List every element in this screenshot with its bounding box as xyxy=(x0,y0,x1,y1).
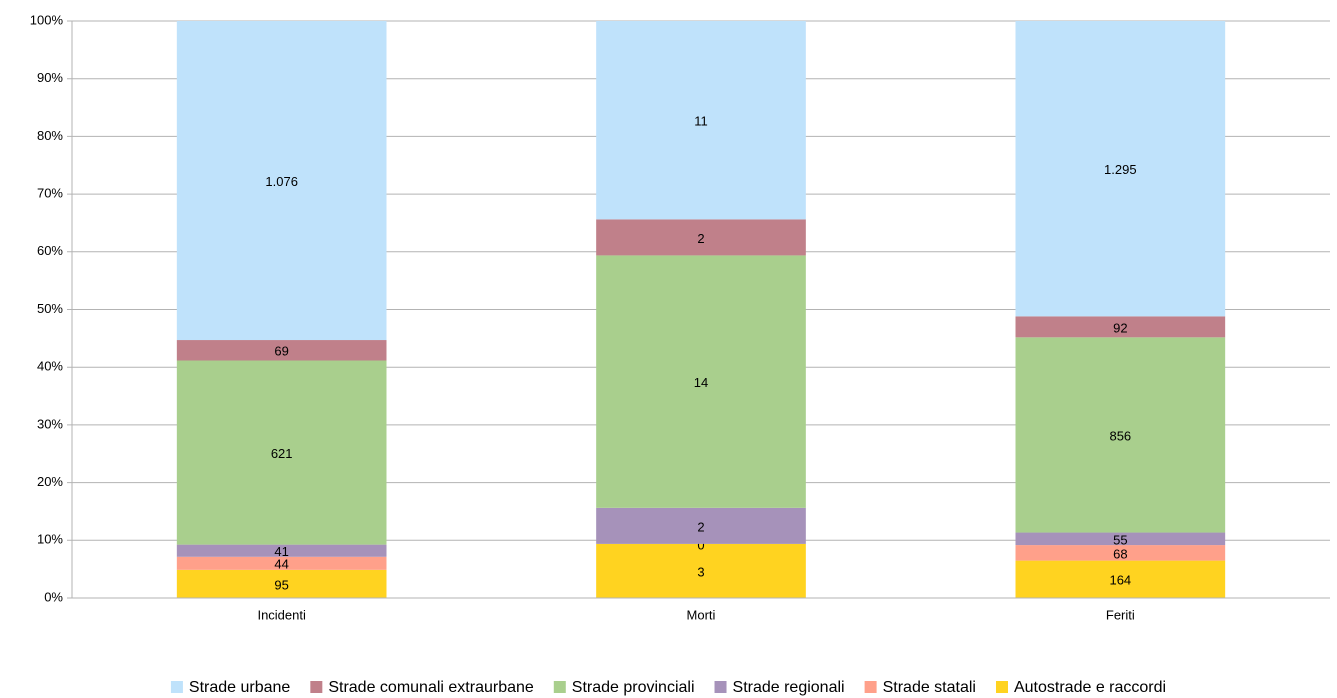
data-label: 2 xyxy=(697,231,704,246)
data-label: 856 xyxy=(1109,428,1131,443)
legend-label: Strade provinciali xyxy=(572,679,695,696)
x-tick-label: Incidenti xyxy=(257,607,306,622)
bar-segment xyxy=(1015,21,1226,317)
y-tick-label: 20% xyxy=(37,474,63,489)
data-label: 1.076 xyxy=(265,174,298,189)
data-label: 3 xyxy=(697,564,704,579)
data-label: 92 xyxy=(1113,320,1127,335)
bar-segment xyxy=(176,21,387,341)
y-tick-label: 0% xyxy=(44,589,63,604)
data-label: 41 xyxy=(274,544,288,559)
bar-segment xyxy=(596,219,806,256)
bar-segment xyxy=(1015,545,1226,561)
data-label: 164 xyxy=(1109,573,1131,588)
legend-swatch xyxy=(310,681,323,693)
legend-label: Strade statali xyxy=(883,679,976,696)
y-tick-label: 70% xyxy=(37,186,63,201)
y-tick-label: 100% xyxy=(30,12,64,27)
data-label: 95 xyxy=(274,577,288,592)
y-tick-label: 10% xyxy=(37,532,63,547)
bar-segment xyxy=(596,543,806,598)
y-tick-label: 30% xyxy=(37,416,63,431)
bar-segment xyxy=(1015,316,1226,338)
data-label: 14 xyxy=(694,375,708,390)
data-label: 2 xyxy=(697,519,704,534)
legend-swatch xyxy=(864,681,877,693)
legend-swatch xyxy=(553,681,566,693)
data-label: 68 xyxy=(1113,546,1127,561)
bar-segment xyxy=(1015,560,1226,598)
bar-segment xyxy=(596,255,806,508)
legend-label: Strade urbane xyxy=(189,679,291,696)
bar-segment xyxy=(176,569,387,598)
data-label: 11 xyxy=(694,114,708,129)
y-tick-label: 60% xyxy=(37,243,63,258)
bar-segment xyxy=(1015,532,1226,546)
bar-segment xyxy=(176,340,387,361)
data-label: 55 xyxy=(1113,532,1127,547)
legend-label: Autostrade e raccordi xyxy=(1014,679,1166,696)
bar-segment xyxy=(176,556,387,570)
data-label: 0 xyxy=(697,537,704,552)
x-tick-label: Morti xyxy=(687,607,716,622)
data-label: 1.295 xyxy=(1104,162,1137,177)
y-tick-label: 90% xyxy=(37,70,63,85)
data-label: 621 xyxy=(271,446,293,461)
bar-segment xyxy=(596,21,806,220)
legend-swatch xyxy=(714,681,727,693)
legend-label: Strade comunali extraurbane xyxy=(328,679,534,696)
bar-segment xyxy=(176,360,387,545)
y-tick-label: 50% xyxy=(37,301,63,316)
x-tick-label: Feriti xyxy=(1106,607,1135,622)
legend-label: Strade regionali xyxy=(733,679,845,696)
y-tick-label: 40% xyxy=(37,359,63,374)
legend-swatch xyxy=(170,681,183,693)
bar-segment xyxy=(1015,337,1226,533)
y-tick-label: 80% xyxy=(37,128,63,143)
legend-swatch xyxy=(995,681,1008,693)
bar-segment xyxy=(596,507,806,544)
data-label: 44 xyxy=(274,557,288,572)
data-label: 69 xyxy=(274,344,288,359)
bar-segment xyxy=(176,544,387,557)
